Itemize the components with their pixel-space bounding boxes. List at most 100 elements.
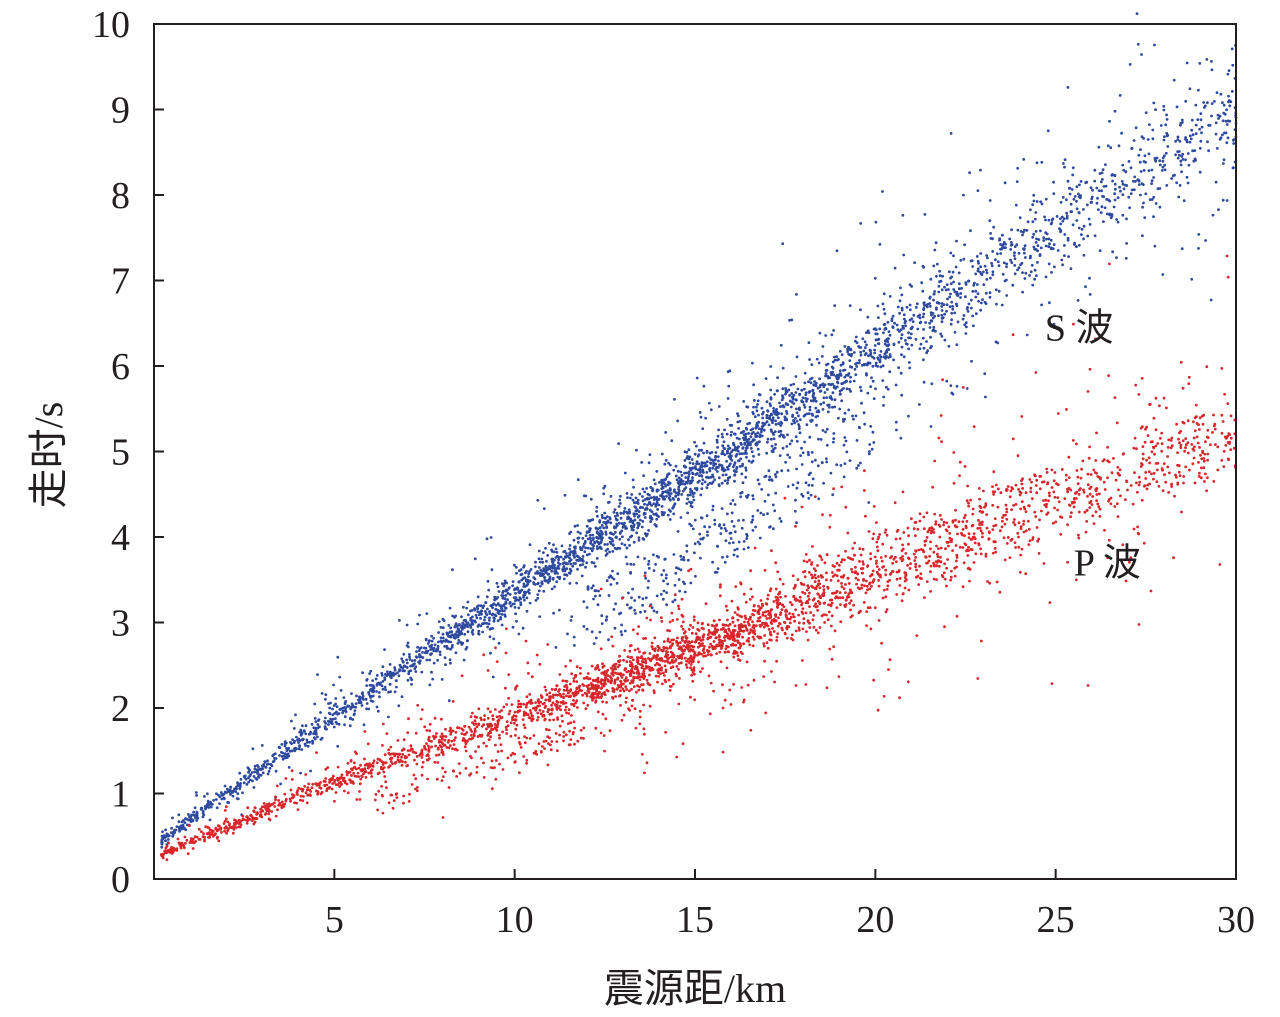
data-point — [1109, 502, 1113, 506]
data-point — [703, 645, 706, 648]
data-point — [272, 759, 276, 763]
data-point — [907, 414, 910, 418]
data-point — [195, 819, 199, 822]
data-point — [331, 717, 335, 721]
data-point — [349, 717, 352, 721]
data-point — [1042, 236, 1046, 240]
data-point — [446, 640, 450, 643]
data-point — [201, 815, 205, 819]
data-point — [1128, 206, 1131, 210]
data-point — [848, 359, 852, 362]
data-point — [413, 659, 417, 662]
data-point — [1215, 147, 1219, 150]
data-point — [662, 513, 665, 516]
data-point — [762, 428, 766, 432]
data-point — [1055, 215, 1059, 218]
data-point — [506, 724, 510, 728]
data-point — [1183, 449, 1186, 453]
data-point — [582, 494, 586, 498]
data-point — [365, 684, 369, 687]
data-point — [241, 791, 244, 795]
data-point — [1019, 263, 1022, 267]
data-point — [1229, 414, 1233, 418]
data-point — [1121, 182, 1125, 186]
data-point — [346, 791, 350, 795]
data-point — [806, 584, 810, 587]
data-point — [638, 518, 642, 522]
data-point — [1200, 466, 1203, 470]
data-point — [525, 596, 529, 600]
data-point — [606, 547, 610, 551]
data-point — [1144, 160, 1147, 164]
data-point — [887, 356, 890, 359]
data-point — [277, 799, 280, 802]
data-point — [777, 422, 780, 425]
data-point — [542, 589, 546, 593]
data-point — [764, 377, 768, 380]
data-point — [631, 498, 635, 502]
data-point — [278, 746, 282, 750]
data-point — [458, 623, 461, 626]
data-point — [599, 537, 603, 540]
data-point — [1080, 227, 1084, 231]
data-point — [582, 737, 585, 740]
data-point — [677, 488, 680, 491]
data-point — [787, 388, 791, 392]
data-point — [218, 802, 221, 805]
data-point — [716, 545, 720, 548]
data-point — [650, 668, 654, 672]
data-point — [929, 335, 932, 339]
data-point — [660, 505, 664, 508]
data-point — [773, 392, 776, 396]
data-point — [638, 709, 642, 713]
data-point — [731, 620, 735, 624]
data-point — [550, 740, 554, 743]
data-point — [758, 536, 762, 540]
data-point — [1076, 475, 1080, 479]
data-point — [1028, 274, 1031, 277]
data-point — [656, 488, 660, 492]
data-point — [1028, 539, 1032, 543]
data-point — [717, 428, 720, 432]
data-point — [664, 576, 668, 580]
data-point — [614, 695, 617, 698]
data-point — [1005, 517, 1009, 521]
data-point — [518, 569, 521, 573]
data-point — [734, 643, 738, 647]
data-point — [471, 721, 474, 724]
data-point — [434, 735, 437, 739]
data-point — [623, 525, 627, 528]
data-point — [1165, 118, 1169, 121]
data-point — [861, 560, 865, 563]
data-point — [1197, 247, 1200, 250]
data-point — [747, 459, 751, 463]
data-point — [171, 831, 175, 835]
data-point — [659, 672, 662, 676]
data-point — [449, 640, 453, 644]
data-point — [950, 311, 954, 315]
data-point — [984, 395, 987, 399]
data-point — [489, 710, 492, 714]
data-point — [625, 546, 629, 550]
data-point — [849, 390, 852, 393]
data-point — [739, 495, 743, 499]
data-point — [702, 451, 705, 455]
data-point — [707, 401, 711, 405]
data-point — [344, 700, 348, 703]
data-point — [804, 481, 808, 485]
data-point — [308, 740, 311, 744]
data-point — [695, 472, 699, 475]
data-point — [1017, 545, 1021, 549]
data-point — [783, 496, 787, 500]
data-point — [566, 691, 570, 695]
data-point — [1042, 239, 1046, 242]
data-point — [625, 562, 629, 566]
data-point — [1061, 196, 1065, 199]
data-point — [304, 744, 307, 747]
data-point — [1182, 481, 1185, 485]
data-point — [551, 557, 555, 561]
data-point — [748, 643, 752, 647]
data-point — [650, 516, 653, 519]
data-point — [594, 526, 598, 530]
data-point — [891, 561, 895, 565]
